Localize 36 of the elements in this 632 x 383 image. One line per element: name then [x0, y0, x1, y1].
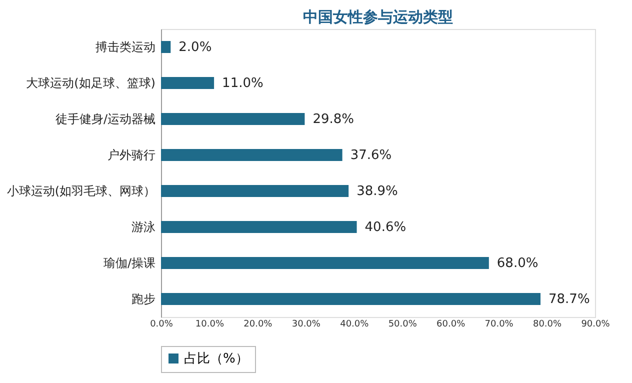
- x-tick-label: 0.0%: [150, 320, 174, 330]
- bar: [161, 41, 171, 53]
- data-label: 68.0%: [496, 256, 538, 271]
- data-label: 38.9%: [356, 184, 398, 199]
- chart-title: 中国女性参与运动类型: [303, 8, 453, 26]
- bar: [161, 77, 214, 89]
- bar: [161, 257, 489, 269]
- data-label: 78.7%: [548, 292, 590, 307]
- y-tick-label: 户外骑行: [108, 148, 156, 162]
- bar: [161, 149, 342, 161]
- data-label: 40.6%: [364, 220, 406, 235]
- y-tick-label: 徒手健身/运动器械: [55, 112, 156, 126]
- x-tick-label: 40.0%: [340, 320, 370, 330]
- data-label: 2.0%: [178, 40, 212, 55]
- data-label: 37.6%: [350, 148, 392, 163]
- x-tick-label: 60.0%: [436, 320, 466, 330]
- y-tick-label: 跑步: [132, 292, 156, 306]
- x-tick-label: 70.0%: [484, 320, 514, 330]
- bar: [161, 113, 305, 125]
- x-tick-label: 50.0%: [388, 320, 418, 330]
- y-tick-label: 大球运动(如足球、篮球): [26, 76, 156, 90]
- y-tick-label: 游泳: [132, 220, 156, 234]
- bar: [161, 185, 349, 197]
- x-tick-label: 10.0%: [195, 320, 224, 330]
- y-tick-label: 小球运动(如羽毛球、网球）: [6, 184, 156, 198]
- x-tick-label: 30.0%: [292, 320, 321, 330]
- y-tick-label: 搏击类运动: [96, 40, 156, 54]
- data-label: 29.8%: [312, 112, 354, 127]
- legend-label: 占比（%）: [184, 352, 248, 366]
- x-tick-label: 80.0%: [532, 320, 562, 330]
- y-tick-label: 瑜伽/操课: [103, 256, 156, 270]
- x-tick-label: 90.0%: [581, 320, 610, 330]
- data-label: 11.0%: [222, 76, 264, 91]
- bar: [161, 221, 357, 233]
- x-tick-label: 20.0%: [244, 320, 273, 330]
- bar: [161, 293, 541, 305]
